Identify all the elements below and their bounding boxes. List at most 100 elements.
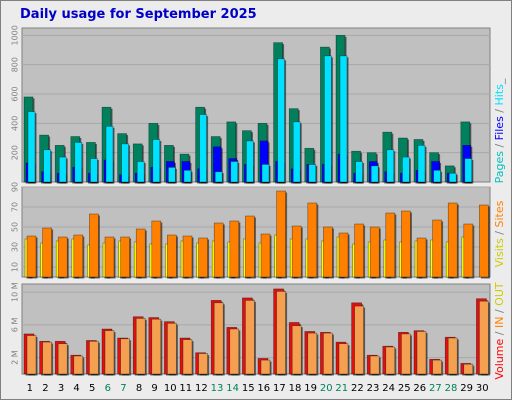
sites-bar-6: [104, 236, 115, 278]
day-label-8: 8: [136, 383, 142, 394]
y-tick-label-2-3: 70: [11, 202, 20, 212]
day-label-15: 15: [242, 383, 255, 394]
y-tick-label-1-1: 400: [11, 116, 20, 131]
legend-volume-in-out-part-3: /: [493, 306, 506, 317]
day-label-5: 5: [89, 383, 95, 394]
sites-bar-5: [89, 213, 99, 278]
sites-bar-17: [276, 190, 286, 278]
hits-bar-5: [90, 158, 98, 183]
day-label-13: 13: [211, 383, 224, 394]
y-tick-label-2-1: 30: [11, 242, 20, 252]
legend-pages-files-hits: Pages / Files / Hits_: [493, 78, 506, 183]
legend-volume-in-out: Volume / IN / OUT: [493, 282, 506, 380]
hits-bar-19: [308, 164, 317, 183]
day-label-14: 14: [226, 383, 239, 394]
hits-bar-3: [58, 156, 67, 183]
legend-pages-files-hits-part-5: _: [493, 78, 506, 85]
sites-bar-28: [447, 202, 458, 278]
legend-visits-sites-part-1: /: [493, 227, 506, 238]
legend-visits-sites-part-0: Visits: [493, 238, 506, 267]
out-bar-18: [291, 325, 302, 375]
day-label-25: 25: [398, 383, 411, 394]
sites-bar-8: [135, 228, 146, 278]
day-label-2: 2: [42, 383, 48, 394]
y-tick-label-1-0: 200: [11, 145, 20, 160]
day-label-6: 6: [105, 383, 111, 394]
day-label-29: 29: [460, 383, 473, 394]
out-bar-3: [57, 343, 68, 375]
legend-volume-in-out-part-1: /: [493, 328, 506, 339]
day-label-16: 16: [257, 383, 270, 394]
out-bar-25: [401, 333, 411, 375]
out-bar-22: [354, 305, 364, 375]
out-bar-27: [432, 359, 442, 375]
hits-bar-10: [168, 167, 176, 183]
hits-bar-18: [292, 121, 301, 183]
plot-area-1: [21, 27, 491, 183]
out-bar-24: [385, 346, 396, 375]
out-bar-13: [213, 302, 224, 375]
out-bar-30: [479, 300, 489, 375]
day-label-1: 1: [27, 383, 33, 394]
day-label-19: 19: [304, 383, 317, 394]
hits-bar-20: [324, 55, 332, 183]
day-label-23: 23: [367, 383, 380, 394]
y-tick-label-2-4: 90: [11, 182, 20, 192]
legend-visits-sites-part-2: Sites: [493, 200, 506, 227]
sites-bar-24: [385, 212, 396, 278]
out-bar-9: [151, 318, 162, 375]
hits-bar-21: [339, 55, 348, 183]
hits-bar-2: [43, 149, 51, 183]
sites-bar-4: [73, 234, 84, 278]
y-tick-label-1-4: 1000: [11, 25, 20, 45]
sites-bar-20: [323, 226, 333, 278]
y-tick-label-3-1: 6 M: [11, 318, 20, 333]
sites-bar-25: [401, 210, 411, 278]
hits-bar-29: [464, 158, 473, 183]
out-bar-10: [167, 322, 177, 375]
day-label-30: 30: [476, 383, 489, 394]
sites-bar-12: [198, 237, 208, 278]
page-title: Daily usage for September 2025: [20, 7, 257, 22]
hits-bar-16: [261, 164, 270, 183]
legend-volume-in-out-part-0: Volume: [493, 338, 506, 379]
day-label-12: 12: [195, 383, 208, 394]
day-label-27: 27: [429, 383, 442, 394]
day-label-28: 28: [445, 383, 458, 394]
hits-bar-6: [105, 125, 114, 183]
hits-bar-24: [386, 149, 395, 183]
day-label-17: 17: [273, 383, 286, 394]
legend-volume-in-out-part-2: IN: [493, 317, 506, 328]
day-label-9: 9: [151, 383, 157, 394]
hits-bar-26: [417, 145, 426, 183]
out-bar-14: [229, 328, 240, 375]
day-label-18: 18: [289, 383, 302, 394]
out-bar-4: [73, 355, 84, 375]
legend-volume-in-out-part-4: OUT: [493, 282, 506, 306]
hits-bar-28: [448, 172, 457, 183]
hits-bar-25: [402, 156, 410, 183]
sites-bar-10: [167, 234, 177, 278]
hits-bar-8: [136, 161, 145, 183]
day-label-24: 24: [382, 383, 395, 394]
sites-bar-13: [213, 222, 224, 278]
sites-bar-26: [416, 237, 427, 278]
hits-bar-17: [277, 58, 285, 183]
sites-bar-27: [432, 219, 442, 278]
sites-bar-23: [369, 226, 380, 278]
day-label-4: 4: [73, 383, 79, 394]
y-tick-label-2-2: 50: [11, 222, 20, 232]
out-bar-28: [447, 337, 458, 375]
hits-bar-27: [433, 169, 441, 183]
y-tick-label-2-0: 10: [11, 262, 20, 272]
sites-bar-1: [26, 235, 37, 278]
sites-bar-14: [229, 220, 240, 278]
hits-bar-9: [152, 139, 161, 183]
sites-bar-18: [291, 225, 302, 278]
out-bar-6: [104, 330, 115, 375]
day-label-10: 10: [164, 383, 177, 394]
sites-bar-3: [57, 236, 68, 278]
sites-bar-29: [463, 223, 474, 278]
y-tick-label-3-2: 10 M: [11, 282, 20, 302]
